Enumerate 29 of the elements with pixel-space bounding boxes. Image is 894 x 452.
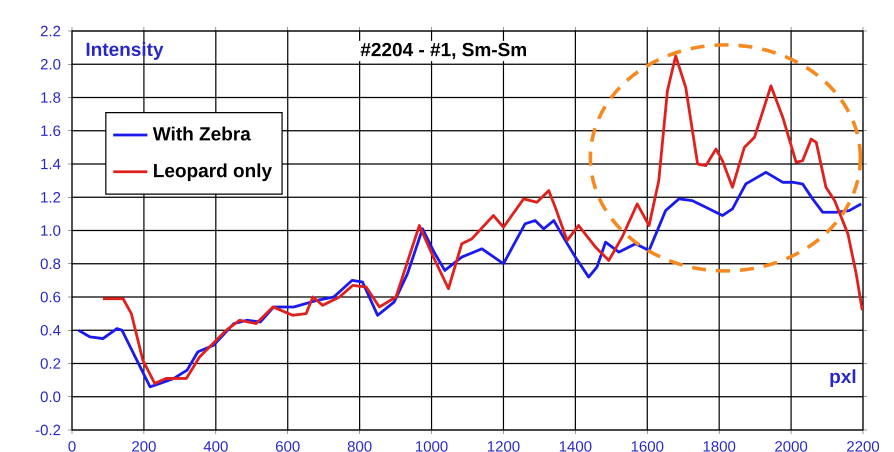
x-tick-label: 1200 — [488, 441, 520, 452]
x-axis-title: pxl — [830, 369, 856, 387]
y-tick-label: 0.0 — [40, 391, 60, 402]
x-tick-label: 0 — [68, 441, 76, 452]
legend-label: Leopard only — [154, 163, 272, 182]
x-tick-label: 400 — [204, 441, 228, 452]
y-tick-label: 1.6 — [41, 125, 60, 136]
x-tick-label: 1400 — [560, 441, 592, 452]
x-tick-label: 2200 — [847, 441, 880, 452]
x-tick-label: 1600 — [632, 441, 664, 452]
y-tick-label: 1.2 — [41, 192, 60, 202]
y-tick-label: 1.8 — [41, 92, 60, 103]
y-tick-label: 2.0 — [40, 58, 60, 70]
y-tick-label: 1.4 — [41, 158, 60, 170]
y-tick-label: 0.6 — [40, 292, 60, 302]
x-tick-label: 2000 — [775, 441, 808, 452]
y-tick-label: 2.2 — [40, 26, 60, 36]
x-tick-label: 800 — [348, 441, 372, 452]
x-tick-label: 1000 — [416, 441, 448, 452]
legend-label: With Zebra — [152, 126, 251, 141]
y-tick-label: 0.4 — [40, 324, 60, 336]
y-tick-label: 0.8 — [40, 258, 60, 270]
y-tick-label: 1.0 — [41, 225, 60, 236]
y-tick-label: 0.2 — [40, 358, 60, 369]
x-tick-label: 1800 — [704, 441, 736, 452]
x-tick-label: 200 — [132, 441, 156, 452]
y-tick-label: -0.2 — [36, 424, 60, 436]
x-tick-label: 600 — [276, 441, 300, 452]
text: #2204 - #1, Sm-Sm — [360, 42, 526, 60]
